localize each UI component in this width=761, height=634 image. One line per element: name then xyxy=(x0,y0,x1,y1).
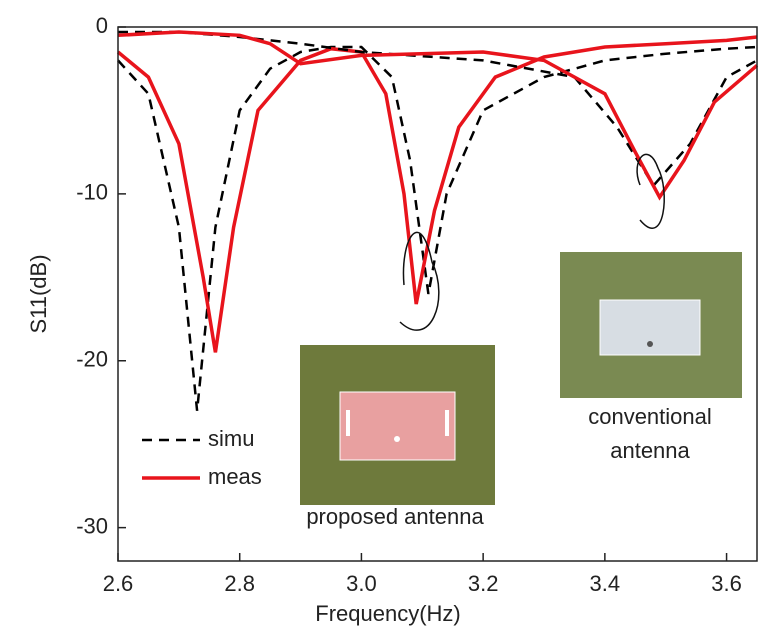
series-line xyxy=(116,35,758,353)
y-tick-label: 0 xyxy=(96,13,108,38)
y-tick-label: -30 xyxy=(76,513,108,538)
y-tick-label: -10 xyxy=(76,180,108,205)
x-tick-label: 3.6 xyxy=(711,571,742,596)
legend-label: meas xyxy=(208,464,262,489)
slot xyxy=(445,410,449,436)
legend-label: simu xyxy=(208,426,254,451)
x-tick-label: 2.6 xyxy=(103,571,134,596)
x-axis-label: Frequency(Hz) xyxy=(315,601,460,626)
proposed-patch xyxy=(339,391,456,461)
leader xyxy=(636,153,665,229)
feed xyxy=(394,436,400,442)
insets xyxy=(300,153,742,505)
caption: proposed antenna xyxy=(306,504,484,529)
x-tick-label: 2.8 xyxy=(224,571,255,596)
feed xyxy=(647,341,653,347)
x-tick-label: 3.0 xyxy=(346,571,377,596)
caption: conventional xyxy=(588,404,712,429)
slot xyxy=(346,410,350,436)
caption: antenna xyxy=(610,438,690,463)
y-tick-label: -20 xyxy=(76,347,108,372)
y-axis-label: S11(dB) xyxy=(26,254,51,333)
plot-frame xyxy=(117,26,758,562)
x-tick-label: 3.4 xyxy=(590,571,621,596)
leader xyxy=(399,231,440,331)
series-line xyxy=(117,30,759,201)
x-tick-label: 3.2 xyxy=(468,571,499,596)
plot xyxy=(116,26,759,562)
series-line xyxy=(117,45,758,411)
